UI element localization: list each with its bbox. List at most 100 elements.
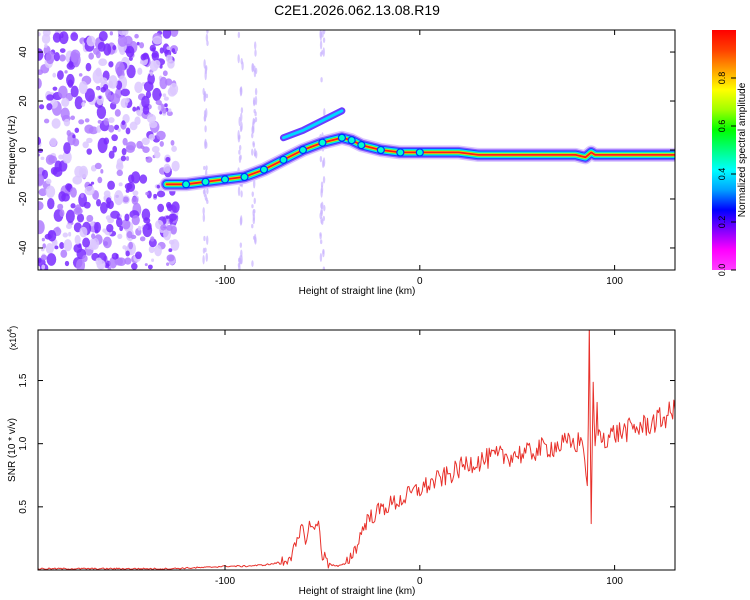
noise-speck [155,99,162,106]
noise-streak [239,87,243,93]
ridge-blob [240,172,249,182]
noise-speck [151,258,155,263]
noise-streak [206,30,209,34]
spectrogram-y-tick-label: -40 [18,240,29,255]
noise-speck [159,47,164,54]
noise-speck [83,201,91,209]
noise-speck [82,141,89,149]
noise-streak [202,189,206,195]
noise-speck [147,264,153,270]
noise-speck [124,257,132,265]
ridge-blob [376,145,385,155]
noise-streak [252,217,255,225]
noise-streak [322,37,326,43]
noise-speck [66,223,73,230]
noise-speck [80,192,84,199]
noise-speck [40,248,45,252]
noise-speck [103,190,111,198]
noise-speck [167,86,177,97]
noise-speck [117,233,123,239]
noise-speck [168,239,175,245]
noise-speck [86,35,96,47]
ridge-blob [318,138,327,147]
noise-streak [237,54,240,64]
noise-streak [238,116,241,127]
noise-streak [253,233,257,244]
noise-speck [98,58,108,66]
spectrogram-x-label: Height of straight line (km) [299,286,416,297]
noise-speck [64,70,68,74]
noise-streak [206,235,209,245]
spectrogram-y-label: Frequency (Hz) [7,116,18,185]
noise-speck [162,30,172,39]
spectrogram-x-tick-label: 0 [417,276,423,287]
noise-speck [117,128,121,132]
colorbar: 0.0 0.2 0.4 0.6 0.8 Normalized spectral ampl… [712,30,748,276]
noise-speck [74,127,80,133]
snr-y-label: SNR (10 * v/v) [7,418,18,482]
noise-speck [38,48,44,61]
noise-speck [108,61,114,68]
noise-speck [88,52,94,60]
noise-speck [102,228,107,233]
noise-speck [115,253,119,259]
noise-speck [79,226,88,238]
snr-plot-area [38,330,675,570]
noise-speck [168,108,172,113]
noise-streak [323,204,326,212]
noise-streak [237,262,241,268]
noise-speck [63,142,71,155]
noise-streak [251,260,254,268]
noise-speck [107,217,115,224]
noise-speck [166,111,173,117]
noise-speck [124,182,133,190]
noise-speck [171,160,180,172]
noise-speck [144,263,148,267]
noise-streak [319,30,322,39]
noise-streak [203,114,207,122]
noise-speck [132,106,137,112]
noise-speck [70,49,81,61]
ridge-blob [259,165,269,174]
noise-streak [238,149,241,155]
noise-speck [38,31,41,37]
noise-streak [322,176,326,184]
noise-streak [322,248,325,255]
noise-speck [137,67,143,75]
noise-speck [112,44,117,51]
snr-y-tick-label: 1.5 [18,373,29,387]
noise-speck [146,113,156,124]
noise-streak [251,204,254,209]
snr-x-axis: -100 0 100 [215,330,623,587]
noise-speck [38,201,44,211]
noise-streak [205,165,208,171]
noise-speck [139,42,145,49]
noise-speck [135,251,142,260]
noise-speck [141,137,150,146]
noise-speck [98,95,102,100]
noise-speck [114,124,120,131]
noise-speck [112,145,118,153]
noise-streak [251,223,254,229]
noise-speck [125,127,131,135]
noise-speck [70,203,76,209]
snr-x-tick-label: 0 [417,576,423,587]
noise-speck [131,171,141,184]
noise-speck [98,31,108,42]
noise-speck [62,232,69,238]
noise-speck [153,193,158,199]
ridge-blob [415,148,424,157]
noise-speck [86,137,93,144]
snr-multiplier: (x104) [7,326,18,350]
noise-streak [202,207,205,215]
noise-speck [94,229,99,234]
noise-speck [86,148,93,155]
snr-y-axis: 0.5 1.0 1.5 [18,373,675,514]
noise-speck [59,48,66,53]
noise-streak [321,159,325,169]
snr-line [38,330,675,570]
noise-speck [84,88,95,103]
noise-streak [254,111,257,117]
noise-speck [103,43,112,56]
noise-speck [61,97,70,107]
